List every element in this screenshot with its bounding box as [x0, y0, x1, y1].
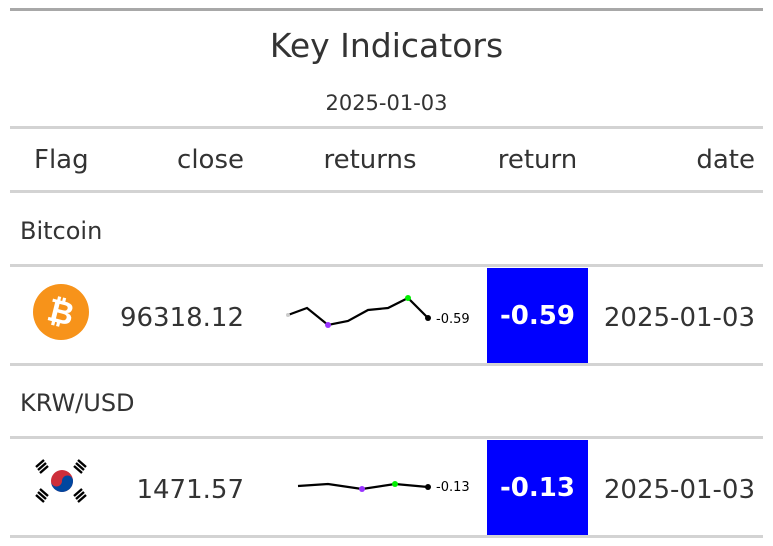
close-value: 1471.57 — [136, 475, 244, 505]
column-header-return: return — [497, 145, 578, 175]
column-header-flag: Flag — [34, 145, 89, 175]
row-bottom-rule-bitcoin — [10, 363, 763, 366]
returns-sparkline: -0.59 — [286, 295, 470, 328]
return-value: -0.59 — [487, 268, 588, 363]
row-group-rule-krw-usd — [10, 436, 763, 439]
header-top-rule — [10, 126, 763, 129]
table-title: Key Indicators — [269, 26, 504, 65]
table-top-rule — [10, 8, 763, 11]
south-korea-flag-icon — [30, 458, 94, 504]
row-group-label-bitcoin: Bitcoin — [20, 217, 103, 245]
sparkline-end-label: -0.13 — [436, 480, 470, 495]
column-header-returns: returns — [323, 145, 417, 175]
row-group-label-krw-usd: KRW/USD — [20, 389, 135, 417]
row-group-rule-bitcoin — [10, 264, 763, 267]
date-value: 2025-01-03 — [603, 475, 755, 505]
sparkline-end-label: -0.59 — [436, 312, 470, 327]
close-value: 96318.12 — [119, 303, 244, 333]
column-header-date: date — [696, 145, 755, 175]
return-value: -0.13 — [487, 440, 588, 535]
returns-sparkline: -0.13 — [297, 480, 470, 495]
bitcoin-icon: ₿ — [33, 284, 89, 340]
table-subtitle: 2025-01-03 — [325, 91, 448, 115]
header-bottom-rule — [10, 190, 763, 193]
table-bottom-rule — [10, 535, 763, 538]
column-header-close: close — [177, 145, 244, 175]
date-value: 2025-01-03 — [603, 303, 755, 333]
